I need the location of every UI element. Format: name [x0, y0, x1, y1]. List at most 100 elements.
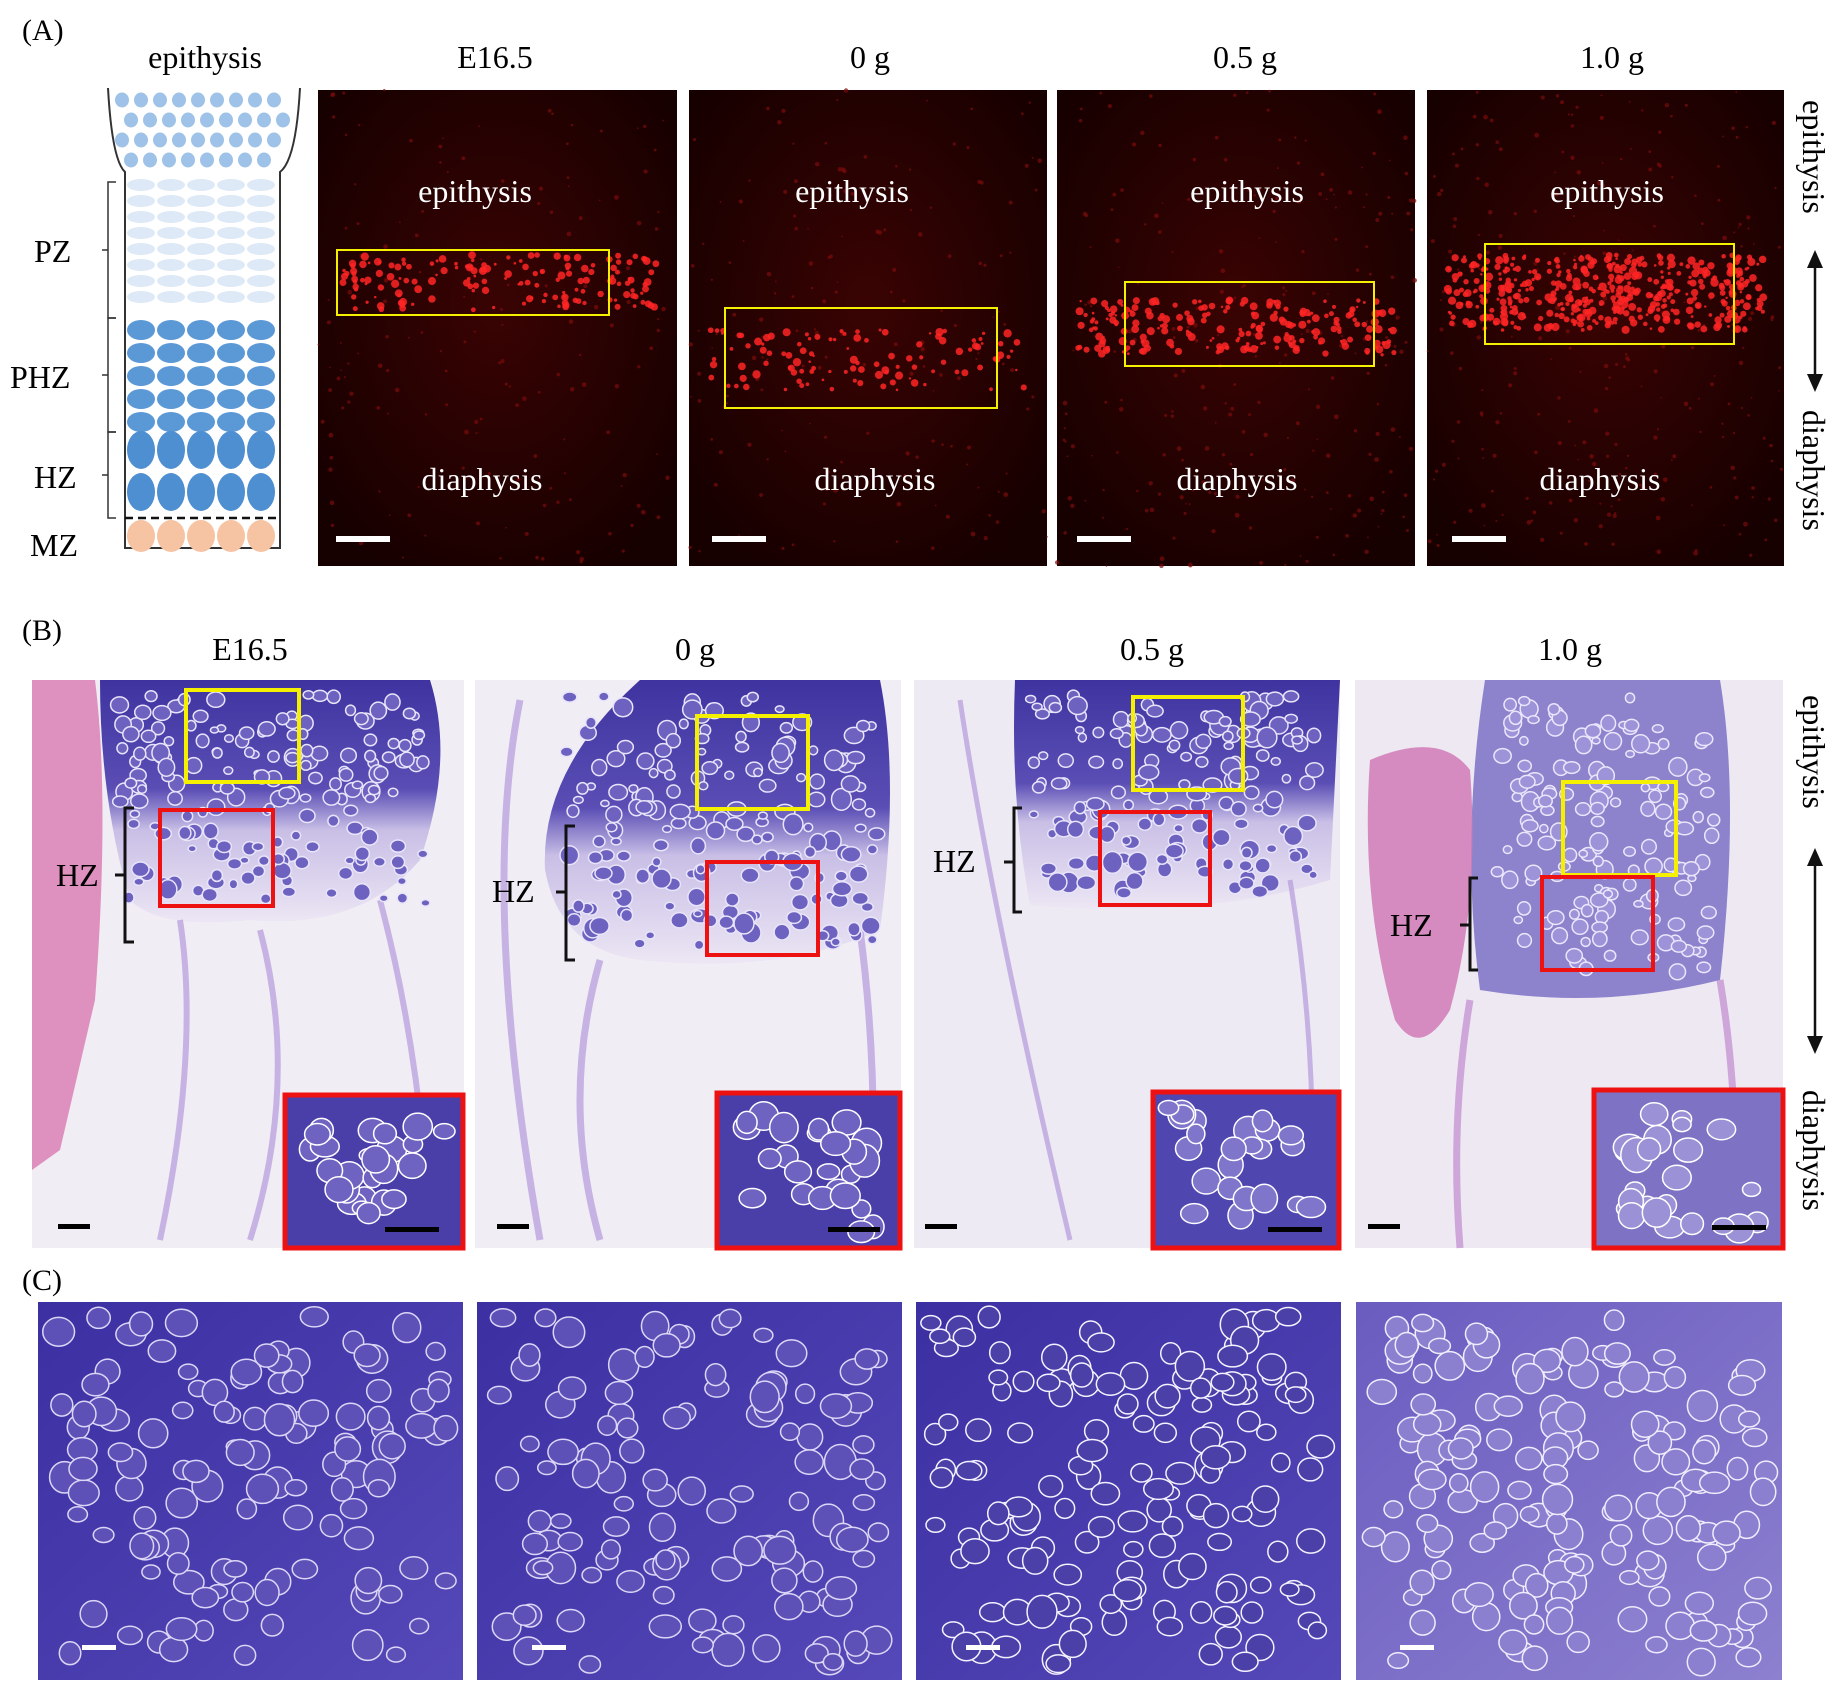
- chondrocyte: [191, 1586, 220, 1609]
- signal-speckle: [895, 371, 904, 380]
- chondrocyte: [597, 1415, 618, 1436]
- background-speckle: [1485, 250, 1491, 255]
- background-speckle: [1381, 490, 1385, 494]
- chondrocyte: [642, 1468, 668, 1492]
- chondrocyte: [1156, 1616, 1184, 1637]
- chondrocyte: [1195, 755, 1209, 768]
- proliferative-cell: [157, 179, 185, 191]
- background-speckle: [1406, 211, 1411, 216]
- signal-speckle: [711, 356, 717, 362]
- background-speckle: [822, 299, 827, 304]
- background-speckle: [1574, 444, 1577, 447]
- signal-speckle: [1225, 297, 1233, 305]
- chondrocyte: [655, 1549, 676, 1571]
- proliferative-cell: [187, 195, 215, 207]
- background-speckle: [1657, 130, 1662, 134]
- signal-speckle: [763, 360, 769, 366]
- signal-speckle: [1647, 308, 1654, 315]
- chondrocyte: [823, 749, 845, 772]
- proliferative-cell: [217, 259, 245, 271]
- signal-speckle: [935, 327, 944, 337]
- signal-speckle: [1698, 259, 1705, 266]
- background-speckle: [569, 253, 571, 255]
- signal-speckle: [1451, 254, 1459, 262]
- signal-speckle: [1639, 255, 1645, 261]
- chondrocyte: [664, 769, 676, 781]
- background-speckle: [1282, 293, 1286, 297]
- chondrocyte: [1069, 1362, 1094, 1388]
- chondrocyte: [81, 1372, 110, 1397]
- background-speckle: [863, 155, 868, 159]
- chondrocyte: [182, 1459, 210, 1484]
- background-speckle: [1181, 458, 1184, 462]
- background-speckle: [1194, 338, 1199, 343]
- background-speckle: [1294, 136, 1297, 139]
- chondrocyte: [600, 1539, 621, 1560]
- chondrocyte: [367, 1478, 390, 1498]
- panel-c-label: (C): [22, 1264, 62, 1297]
- chondrocyte: [654, 742, 672, 758]
- chondrocyte: [518, 1343, 541, 1367]
- background-speckle: [945, 514, 950, 519]
- signal-speckle: [398, 277, 402, 280]
- chondrocyte: [1543, 1463, 1569, 1485]
- chondrocyte: [788, 1491, 810, 1512]
- signal-speckle: [1574, 299, 1583, 307]
- mineralized-zone-cell: [127, 520, 155, 552]
- axis-a-bottom-label: diaphysis: [1796, 410, 1832, 531]
- background-speckle: [1223, 157, 1228, 162]
- background-speckle: [1498, 147, 1503, 152]
- chondrocyte: [339, 1497, 368, 1520]
- signal-speckle: [615, 259, 622, 265]
- background-speckle: [1481, 503, 1486, 508]
- signal-speckle: [759, 346, 767, 354]
- background-speckle: [1733, 231, 1736, 234]
- chondrocyte: [257, 855, 270, 867]
- signal-speckle: [1347, 336, 1354, 343]
- background-speckle: [354, 183, 357, 186]
- background-speckle: [997, 490, 1000, 493]
- background-speckle: [1334, 237, 1338, 241]
- signal-speckle: [1565, 293, 1574, 303]
- signal-speckle: [1608, 267, 1613, 272]
- signal-speckle: [1610, 289, 1615, 293]
- proliferative-cell: [247, 227, 275, 239]
- chondrocyte: [1686, 1389, 1719, 1422]
- background-speckle: [902, 299, 906, 303]
- signal-speckle: [1292, 346, 1300, 354]
- chondrocyte: [1274, 1306, 1302, 1327]
- panel-a-label: (A): [22, 14, 64, 47]
- background-speckle: [1332, 553, 1336, 557]
- signal-speckle: [1685, 264, 1691, 269]
- signal-speckle: [1459, 287, 1464, 293]
- prehypertrophic-cell: [127, 343, 155, 363]
- background-speckle: [813, 328, 817, 331]
- chondrocyte: [1077, 732, 1088, 743]
- signal-speckle: [1685, 306, 1694, 315]
- chondrocyte: [381, 751, 396, 764]
- chondrocyte: [260, 1613, 284, 1637]
- chondrocyte: [111, 795, 129, 808]
- signal-speckle: [648, 269, 655, 276]
- chondrocyte: [1517, 759, 1533, 773]
- zoom-image-c2: [477, 1302, 902, 1680]
- chondrocyte: [1568, 908, 1580, 920]
- signal-speckle: [1607, 281, 1612, 286]
- chondrocyte: [343, 1526, 375, 1551]
- chondrocyte: [1516, 831, 1533, 847]
- hz-label-b3: HZ: [933, 843, 976, 879]
- background-speckle: [407, 513, 412, 518]
- signal-speckle: [1479, 294, 1484, 299]
- resting-cell: [191, 132, 205, 148]
- chondrocyte: [334, 1436, 362, 1462]
- signal-speckle: [640, 291, 644, 295]
- background-speckle: [317, 343, 320, 346]
- background-speckle: [1732, 431, 1736, 435]
- signal-speckle: [1708, 292, 1715, 299]
- chondrocyte: [752, 767, 763, 778]
- signal-speckle: [1691, 269, 1700, 278]
- prehypertrophic-cell: [157, 412, 185, 432]
- zoom-cells-c3: [920, 1305, 1336, 1675]
- signal-speckle: [394, 289, 403, 298]
- signal-speckle: [1686, 297, 1694, 305]
